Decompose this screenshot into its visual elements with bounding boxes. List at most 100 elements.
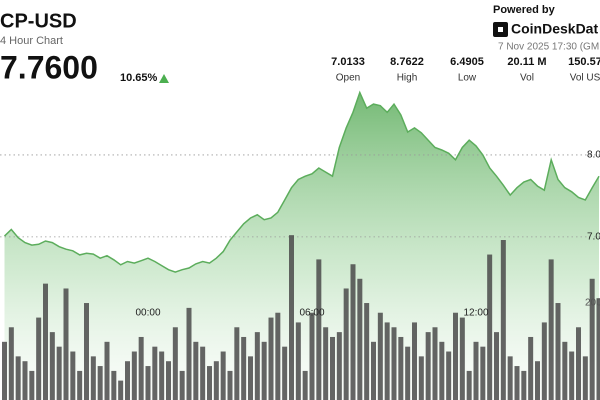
volume-bar [514, 366, 520, 400]
volume-bar [159, 351, 165, 400]
volume-bar [90, 356, 96, 400]
volume-bar [275, 312, 281, 400]
stat-label: High [397, 73, 418, 84]
stat-value: 150.57 [568, 56, 600, 68]
volume-bar [152, 346, 158, 400]
volume-bar [56, 346, 62, 400]
volume-bar [49, 332, 55, 400]
stat-label: Vol US [570, 73, 600, 84]
volume-bar [166, 361, 171, 400]
stat-label: Open [336, 73, 360, 84]
volume-bar [528, 336, 534, 400]
volume-bar [309, 312, 315, 400]
volume-bar [343, 288, 349, 400]
stat-label: Vol [520, 73, 534, 84]
powered-by: Powered by [493, 4, 556, 16]
volume-bar [507, 356, 513, 400]
volume-bar [84, 303, 89, 400]
volume-bar [473, 341, 479, 400]
volume-bar [480, 346, 486, 400]
volume-bar [289, 235, 294, 400]
y-tick-label: 7.0 [587, 232, 600, 243]
volume-bar [295, 322, 301, 400]
volume-bar [220, 351, 226, 400]
volume-bar [282, 346, 288, 400]
volume-bar [70, 351, 76, 400]
volume-bar [535, 361, 540, 400]
stat-value: 20.11 M [507, 56, 546, 68]
volume-bar [111, 370, 117, 400]
volume-bar [330, 336, 335, 400]
volume-bar [336, 332, 342, 400]
volume-bar [261, 341, 267, 400]
volume-bar [432, 327, 438, 400]
volume-bar [254, 332, 260, 400]
volume-bar [302, 370, 308, 400]
volume-bar [350, 264, 356, 400]
stat-value: 8.7622 [390, 56, 424, 68]
volume-bar [268, 317, 274, 400]
volume-bar [43, 283, 48, 400]
volume-bar [22, 361, 28, 400]
volume-bar [213, 361, 219, 400]
volume-bar [494, 332, 499, 400]
up-arrow [159, 74, 169, 83]
volume-bar [371, 341, 376, 400]
volume-bar [15, 356, 21, 400]
chart-title: CP-USD [0, 10, 77, 32]
volume-bar [569, 351, 575, 400]
volume-bar [589, 278, 595, 400]
volume-bar [29, 370, 35, 400]
price-line [3, 90, 600, 273]
volume-bar [418, 356, 424, 400]
volume-bar [384, 322, 390, 400]
volume-bar [391, 327, 397, 400]
volume-bar [63, 288, 69, 400]
volume-bar [596, 298, 600, 400]
volume-bar [357, 278, 363, 400]
volume-bar [555, 303, 561, 400]
volume-bar [548, 259, 554, 400]
volume-bar [77, 370, 83, 400]
stat-value: 6.4905 [450, 56, 484, 68]
volume-bar [377, 312, 383, 400]
chart-subtitle: 4 Hour Chart [0, 35, 63, 47]
volume-bar [138, 336, 144, 400]
volume-bar [2, 341, 7, 400]
stat-value: 7.0133 [331, 56, 365, 68]
volume-bar [487, 254, 493, 400]
volume-bar [131, 351, 137, 400]
x-tick-label: 00:00 [135, 308, 160, 319]
x-tick-label: 12:00 [463, 308, 488, 319]
volume-bar [145, 366, 151, 400]
brand-logo-inner [498, 27, 503, 32]
volume-bar [364, 303, 370, 400]
volume-bar [104, 341, 110, 400]
volume-bar [193, 341, 199, 400]
y2-tick-label: 200.0 [585, 298, 600, 309]
volume-bar [207, 366, 212, 400]
volume-bar [439, 341, 445, 400]
volume-bar [576, 327, 581, 400]
volume-bar [234, 327, 240, 400]
volume-bar [97, 366, 103, 400]
volume-bar [8, 327, 14, 400]
volume-bar [125, 361, 130, 400]
change: 10.65% [120, 72, 158, 84]
volume-bar [412, 322, 417, 400]
volume-bar [521, 370, 527, 400]
volume-bar [459, 317, 465, 400]
volume-bar [118, 380, 124, 400]
volume-bar [186, 307, 192, 400]
stat-label: Low [458, 73, 477, 84]
volume-bar [200, 346, 206, 400]
brand: CoinDeskDat [511, 21, 598, 37]
volume-bar [316, 259, 322, 400]
volume-bar [453, 312, 458, 400]
volume-bar [466, 370, 472, 400]
volume-bar [405, 346, 411, 400]
volume-bar [241, 336, 247, 400]
volume-bar [179, 370, 185, 400]
last-price: 7.7600 [0, 49, 98, 85]
